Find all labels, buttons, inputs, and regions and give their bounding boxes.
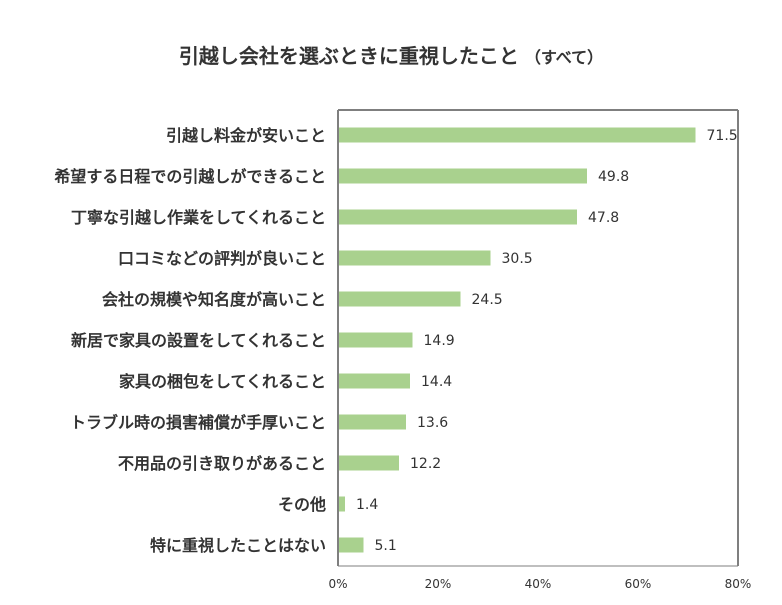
category-label: 希望する日程での引越しができること [54, 167, 326, 186]
bar [339, 373, 410, 389]
value-label: 1.4 [356, 497, 378, 513]
x-tick-label: 40% [525, 577, 552, 591]
value-label: 14.4 [421, 374, 452, 390]
category-label: 不用品の引き取りがあること [118, 454, 326, 473]
category-label: その他 [278, 495, 326, 514]
bar [339, 127, 696, 143]
category-label: トラブル時の損害補償が手厚いこと [70, 413, 326, 432]
bar [339, 414, 406, 430]
value-label: 24.5 [472, 292, 503, 308]
x-tick-label: 60% [625, 577, 652, 591]
value-label: 30.5 [502, 251, 533, 267]
bar [339, 250, 491, 266]
category-label: 家具の梱包をしてくれること [119, 372, 326, 391]
bar [339, 291, 461, 307]
bar [339, 168, 587, 184]
x-tick-label: 0% [328, 577, 347, 591]
category-label: 新居で家具の設置をしてくれること [71, 331, 326, 350]
category-label: 会社の規模や知名度が高いこと [102, 290, 326, 309]
x-tick-label: 80% [725, 577, 752, 591]
chart-title-block: 引越し会社を選ぶときに重視したこと （すべて） [0, 40, 782, 69]
bar [339, 455, 399, 471]
value-label: 14.9 [424, 333, 455, 349]
x-tick-label: 20% [425, 577, 452, 591]
bar [339, 209, 577, 225]
category-label: 口コミなどの評判が良いこと [118, 249, 326, 268]
value-label: 71.5 [707, 128, 738, 144]
category-label: 特に重視したことはない [150, 536, 326, 555]
value-label: 13.6 [417, 415, 448, 431]
bar [339, 332, 413, 348]
value-label: 5.1 [375, 538, 397, 554]
chart-subtitle: （すべて） [524, 48, 604, 67]
category-label: 引越し料金が安いこと [166, 126, 326, 145]
chart-title: 引越し会社を選ぶときに重視したこと [178, 44, 519, 68]
bar [339, 496, 345, 512]
value-label: 12.2 [410, 456, 441, 472]
value-label: 47.8 [588, 210, 619, 226]
bar [339, 537, 364, 553]
value-label: 49.8 [598, 169, 629, 185]
category-label: 丁寧な引越し作業をしてくれること [71, 208, 326, 227]
